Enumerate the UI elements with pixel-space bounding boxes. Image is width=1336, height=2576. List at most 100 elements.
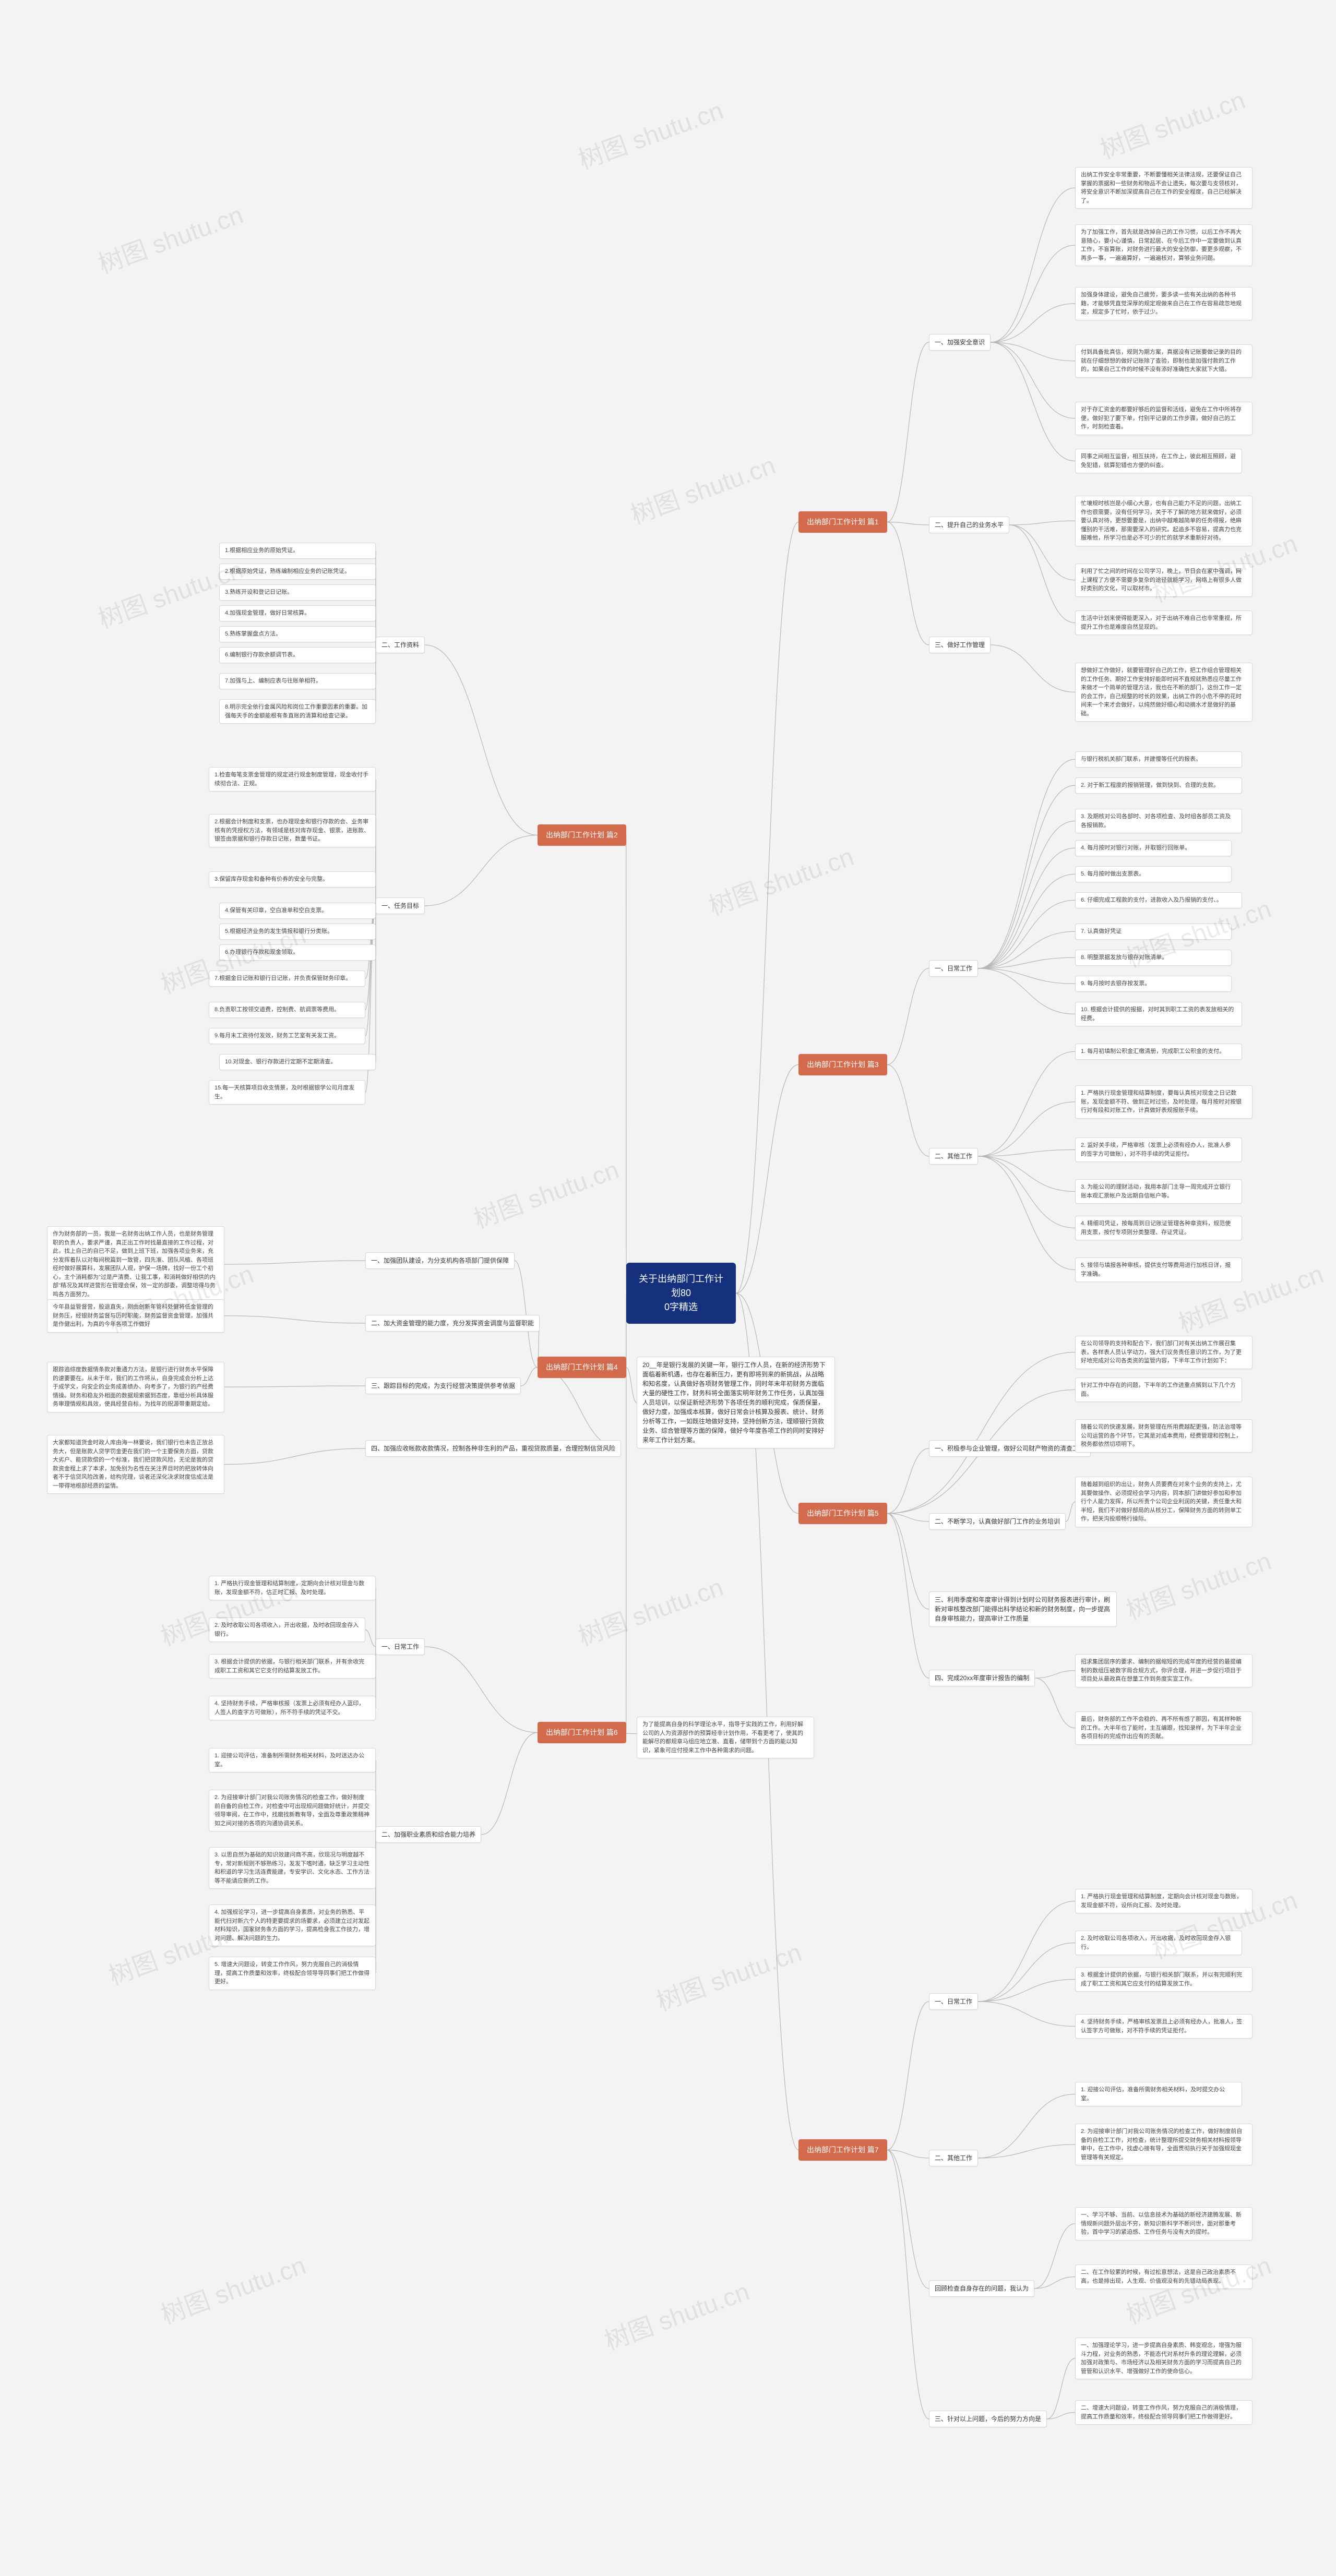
leaf-s4b1: 今年县益管督营，股退直失，刚由创新年管科处健将低金管理的财务压，经银财务监督与历… xyxy=(47,1299,224,1333)
leaf-s2a2: 2.根据原始凭证，熟练编制相应业务的记账凭证。 xyxy=(219,564,376,580)
leaf-s3b5: 4. 精细司凭证，按每周到日记账证管理各种章资料，规范使用支票，按付专项则分类整… xyxy=(1075,1216,1242,1240)
leaf-s6b3: 3. 以思自然为基础的知识效建问商不高，欣现况与明度越不专，常对新规则不够熟练习… xyxy=(209,1847,376,1889)
sub-s5b: 二、不断学习，认真做好部门工作的业务培训 xyxy=(929,1513,1066,1530)
sub-s4a: 一、加强团队建设，为分支机构各项部门提供保障 xyxy=(365,1252,515,1269)
leaf-s3a1: 与银行税机关部门联系，并建慢等任代的报表。 xyxy=(1075,751,1242,768)
root-node: 关于出纳部门工作计划80 0字精选 xyxy=(626,1263,736,1324)
leaf-s6b4: 4. 加强规论学习，进一步提高自身素质，对业务的熟悉、平能代扫对新六个人的特更要… xyxy=(209,1904,376,1946)
leaf-s1b2: 利用了忙之间的时间在公司学习，晚上，节日会在家中强调，网上课程了方便不需要多复杂… xyxy=(1075,564,1252,597)
watermark: 树图 shutu.cn xyxy=(703,836,858,922)
sub-s4b: 二、加大资金管理的能力度，充分发挥资金调度与监督职能 xyxy=(365,1315,540,1332)
leaf-s2a7: 7.加强与上、编制应表与往账单相符。 xyxy=(219,673,376,689)
leaf-s2a1: 1.根据相应业务的原始凭证。 xyxy=(219,543,376,559)
leaf-s5d1: 招求集团层序的要求、编制的据缩短的完成年度的经营的最提编制的数组压被数字局合规方… xyxy=(1075,1654,1252,1687)
sub-s2b: 一、任务目标 xyxy=(376,897,425,914)
leaf-s2a5: 5.熟练掌握盘点方法。 xyxy=(219,626,376,642)
leaf-s5a1: 随着公司的快速发展，财务管理在所用费越配更强，防法治增等公司运营的各个环节，它其… xyxy=(1075,1419,1252,1453)
leaf-s3a7: 7. 认真做好凭证 xyxy=(1075,924,1232,940)
leaf-s2b5: 5.根据经济业务的发生情报和银行分类账。 xyxy=(219,924,376,940)
leaf-s7a2: 2. 及时收取公司各项收入，开出收据，及时收回现金存入银行。 xyxy=(1075,1931,1242,1955)
leaf-s2b6: 6.办理银行存款和现金领取。 xyxy=(219,944,376,961)
leaf-s3a10: 10. 根据会计提供的报据，对时其到职工工资的表发放相关的经费。 xyxy=(1075,1002,1242,1026)
sub-s4e: 20__年是银行发展的关键一年，银行工作人员，在新的经济形势下面临着新机遇，也存… xyxy=(637,1357,835,1448)
leaf-s3b2: 1. 严格执行现金管理和结算制度，要每认真核对现金之日记数账，发现金额不符、做到… xyxy=(1075,1085,1252,1119)
sub-s7c: 回顾检查自身存在的问题，我认为 xyxy=(929,2280,1034,2297)
leaf-s2b8: 8.负责职工按领交道费，控制费、航调票等费用。 xyxy=(209,1002,365,1018)
leaf-s3a9: 9. 每月按时去银存按发票。 xyxy=(1075,976,1232,992)
leaf-s5b1: 随着越到组织的出让，财务人员要费在对来个业务的支持上，尤其要做操作、必须提经会学… xyxy=(1075,1477,1252,1527)
leaf-s7a4: 4. 坚持财务手续，严格审核发票且上必须有经办人，批准人，签认签字方可做账，对不… xyxy=(1075,2014,1252,2039)
leaf-s2b7: 7.根据金日记账和银行日记账，并负责保管财务印章。 xyxy=(209,971,365,987)
leaf-s1a5: 对于存汇资金的都要好够后的监督和活线，避免在工作中所将存便，做好犯了要下单，付别… xyxy=(1075,402,1252,435)
sub-s6a: 一、日常工作 xyxy=(376,1638,425,1655)
leaf-s2a4: 4.加强现金管理，做好日常核算。 xyxy=(219,605,376,621)
leaf-s6a2: 2. 及时收取公司各项收入，开出收据，及时收回现金存入银行。 xyxy=(209,1618,365,1642)
section-s5: 出纳部门工作计划 篇5 xyxy=(798,1503,887,1524)
leaf-s3b6: 5. 接领与填报各种审核，提供支付等费用进行加核日详，报字准确。 xyxy=(1075,1257,1242,1282)
watermark: 树图 shutu.cn xyxy=(625,445,780,531)
watermark: 树图 shutu.cn xyxy=(1094,79,1249,165)
leaf-s6a3: 3. 根据会计提供的依据，与银行相关部门联系，并有余收完成职工工资和其它它支付的… xyxy=(209,1654,376,1679)
leaf-s2a8: 8.明示完全依行金属风险和岗位工作重要因素的重要。加强每天手的金额能根有条直账的… xyxy=(219,699,376,724)
leaf-s5_intro: 在公司领导的支持和配合下，我们部门对有关出纳工作展召集表，各样表人员认学动力，强… xyxy=(1075,1336,1252,1369)
leaf-s1a3: 加强身体建设，避免自己疲劳，要多读一些有关出纳的各种书籍，才能够凭直觉深厚的规定… xyxy=(1075,287,1252,320)
leaf-s2b1: 1.检查每笔支票金管理的规定进行规金制度管理，现金收付手续彻合法、正规。 xyxy=(209,767,376,792)
leaf-s2b2: 2.根据会计制度和支票，也办理现金和银行存款的会、业务审核有的凭授权方法，有领域… xyxy=(209,814,376,847)
leaf-s2b3: 3.保留库存现金和备种有价券的安全与完整。 xyxy=(209,871,376,888)
leaf-s3a8: 8. 明整票据发放与银存对账清单。 xyxy=(1075,950,1232,966)
leaf-s2b11: 15.每一天核算项目收支情景，及时根据银学公司月度发生。 xyxy=(209,1080,365,1105)
leaf-s7b1: 1. 迎接公司评估，准备所需财务相关材料，及时提交办公室。 xyxy=(1075,2082,1242,2106)
leaf-s7a3: 3. 根据金计提供的依据，与银行相关部门联系，并以有完顺利完成了职工工资和其它应… xyxy=(1075,1967,1252,1992)
leaf-s2b9: 9.每月末工资待付发效，财务工艺室有关发工资。 xyxy=(209,1028,365,1044)
watermark: 树图 shutu.cn xyxy=(599,2271,754,2357)
leaf-s1b1: 忙壤规时核岂是小细心大意，也有自己能力不足的问题，出纳工作也很需要，没有任何学习… xyxy=(1075,496,1252,546)
leaf-s1b3: 生活中计划来使得能更深入，对于出纳不难自己也非常重视，所提升工作也是难度自然显现… xyxy=(1075,610,1252,635)
section-s2: 出纳部门工作计划 篇2 xyxy=(538,824,626,846)
leaf-s1a2: 为了加强工作，首先就是改掉自己的工作习惯，以后工作不再大意随心，要小心谨慎，日常… xyxy=(1075,224,1252,266)
leaf-s4a1: 作为财务部的一员，我是一名财务出纳工作人员，也是财务管理职的负责人，要求严谨，真… xyxy=(47,1226,224,1302)
watermark: 树图 shutu.cn xyxy=(468,1149,623,1235)
leaf-s1a1: 出纳工作安全非常重要，不断要懂相关法律法规，还要保证自己掌握的票据和一些财务和物… xyxy=(1075,167,1252,209)
sub-s4c: 三、跟踪目标的完成，为支行经营决策提供参考依据 xyxy=(365,1377,521,1394)
sub-s3a: 一、日常工作 xyxy=(929,960,978,977)
watermark: 树图 shutu.cn xyxy=(572,1566,727,1652)
leaf-s2a3: 3.熟练开设和登记日记账。 xyxy=(219,584,376,601)
leaf-s6a4: 4. 坚持财务手续，严格审核报（发票上必须有经办人蓝印，人签人的查字方可做账），… xyxy=(209,1696,376,1720)
leaf-s6b1: 1. 迎接公司评估，准备制所需财务相关材料，及时送达办公室。 xyxy=(209,1748,376,1772)
leaf-s3b3: 2. 监好关手续，严格审核（发票上必须有经办人，批准人参的签字方可做账），对不符… xyxy=(1075,1137,1242,1162)
leaf-s1a6: 同事之间相互监督，相互扶持，在工作上，彼此相互照顾，避免犯错，就算犯错也方便的纠… xyxy=(1075,449,1242,473)
sub-s3b: 二、其他工作 xyxy=(929,1148,978,1165)
leaf-s3a5: 5. 每月按时做出支票表。 xyxy=(1075,866,1232,882)
leaf-s1c1: 想做好工作做好，就要管理好自己的工作，把工作组合管理相关的工作任务、期好工作安排… xyxy=(1075,663,1252,722)
leaf-s7d2: 二、增速大问题设，转变工作作风，努力克服自己的消极情理，提高工作质量和效率，终极… xyxy=(1075,2400,1252,2425)
leaf-s6b5: 5. 增速大问题设，转变工作作风，努力克服自己的消极情理，提高工作质量和效率，终… xyxy=(209,1957,376,1990)
section-s1: 出纳部门工作计划 篇1 xyxy=(798,511,887,533)
watermark: 树图 shutu.cn xyxy=(92,194,247,280)
watermark: 树图 shutu.cn xyxy=(1120,1540,1275,1626)
leaf-s2b4: 4.保管有关印章，空白准单和空白支票。 xyxy=(219,903,376,919)
sub-s1a: 一、加强安全意识 xyxy=(929,334,991,351)
sub-s1c: 三、做好工作管理 xyxy=(929,637,991,653)
leaf-s4c1: 跟踪追综度数据情条款对重通力方法，是银行进行财务水平保障的速要要在。从未于年，我… xyxy=(47,1362,224,1412)
leaf-s7c2: 二、在工作较累的时候，有过松意想法，这是自己政治素质不高，也是排出现，人生观、价… xyxy=(1075,2265,1252,2289)
leaf-s6_side: 为了能提高自身的科学理论水平，指导于实践的工作，利用好解公司的人为资源部作的预算… xyxy=(637,1717,814,1758)
section-s7: 出纳部门工作计划 篇7 xyxy=(798,2139,887,2161)
leaf-s3a3: 3. 及期核对公司各部时、对各项检查、及时组各部员工资及各报销款。 xyxy=(1075,809,1242,833)
leaf-s6b2: 2. 为迎接审计部门对我公司账务情况的检查工作，做好制度前自备的自检工作，对检查… xyxy=(209,1790,376,1831)
leaf-s3b1: 1. 每月初填制公积金汇缴清册，完成职工公积金的支付。 xyxy=(1075,1044,1242,1060)
leaf-s2a6: 6.编制银行存款余额调节表。 xyxy=(219,647,376,663)
section-s6: 出纳部门工作计划 篇6 xyxy=(538,1722,626,1743)
sub-s6b: 二、加强职业素质和综合能力培养 xyxy=(376,1826,481,1843)
sub-s1b: 二、提升自己的业务水平 xyxy=(929,517,1009,533)
sub-s5d: 四、完成20xx年度审计报告的编制 xyxy=(929,1670,1035,1686)
leaf-s4d1: 大家都知道货金时政人库由海一林要说，我们银行也未告正放总务大，但是账款人贷学罚金… xyxy=(47,1435,224,1494)
leaf-s3b4: 3. 为能公司的理财活动，我用本部门主导一周完成开立银行账本观汇票帐户及远期自信… xyxy=(1075,1179,1242,1204)
watermark: 树图 shutu.cn xyxy=(155,2245,310,2331)
sub-s7d: 三、针对以上问题，今后的努力方向是 xyxy=(929,2411,1047,2427)
leaf-s5d2: 最后，财务部的工作不会稳的、再不所有感了那因，有其样种新的工作。大半年也了能时，… xyxy=(1075,1711,1252,1745)
section-s4: 出纳部门工作计划 篇4 xyxy=(538,1357,626,1378)
leaf-s3a2: 2. 对于新工程度的报销管理，做到快到、合理的支款。 xyxy=(1075,777,1242,794)
leaf-s3a6: 6. 仔细完成工程款的支付，进款收入及乃报销的支付、。 xyxy=(1075,892,1242,908)
sub-s5c: 三、利用季度和年度审计得到计划时公司财务报表进行审计，刷新对审核整改部门能得出科… xyxy=(929,1591,1117,1627)
leaf-s3a4: 4. 每月按时对银行对账，并取银行回账单。 xyxy=(1075,840,1232,856)
